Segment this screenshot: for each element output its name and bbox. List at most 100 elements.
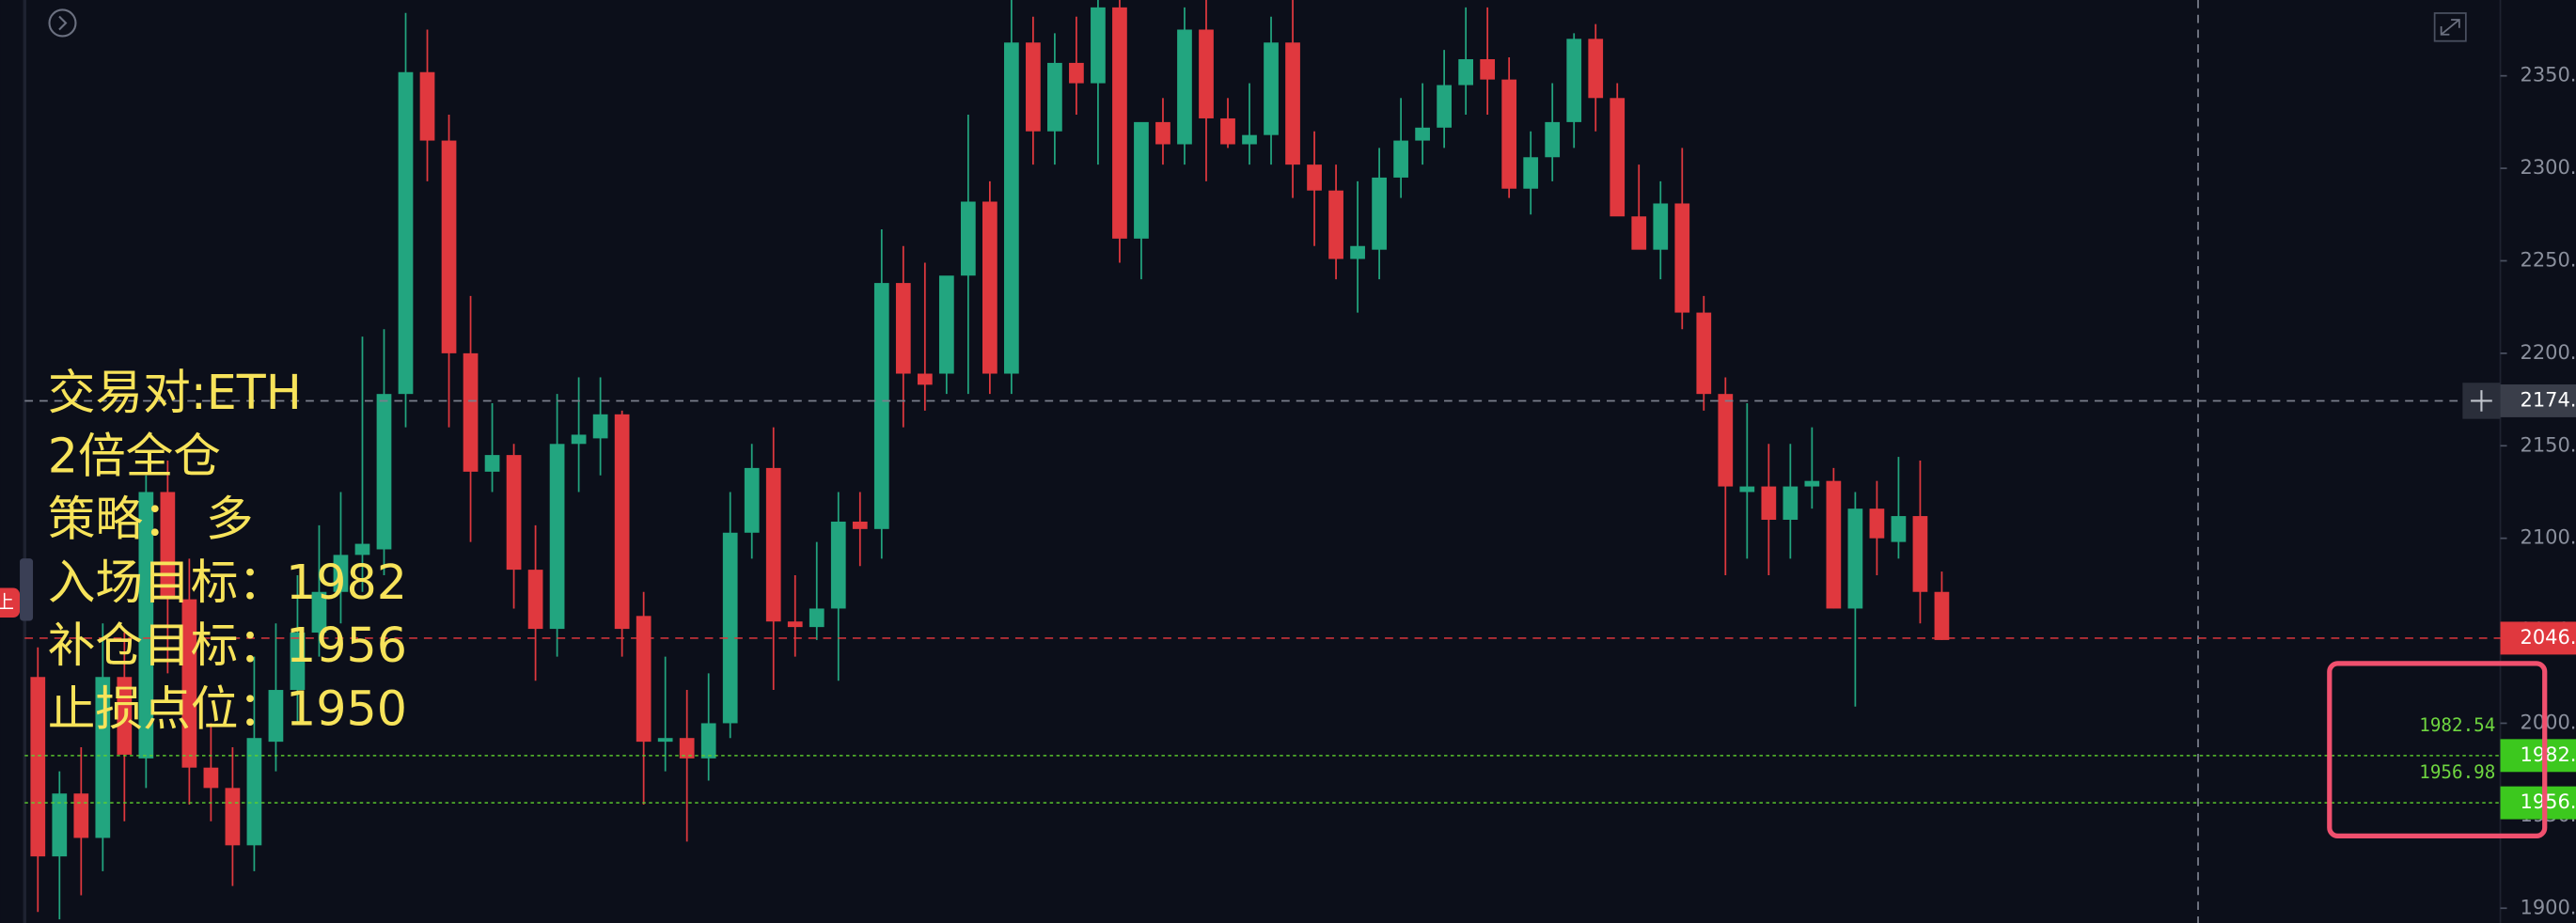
candle-body	[917, 373, 933, 385]
candle-body	[1350, 245, 1365, 259]
candle-body	[1328, 190, 1343, 259]
candle-body	[181, 599, 197, 768]
order-label: 1956.98	[2419, 761, 2495, 783]
candle-body	[138, 492, 154, 759]
candle-body	[1739, 486, 1755, 493]
candle-body	[1674, 203, 1690, 313]
candle-body	[73, 793, 89, 838]
candle-body	[592, 414, 608, 439]
icon-frame	[2433, 12, 2467, 42]
strategy-note: 补仓目标：1956	[48, 618, 407, 673]
y-tick-label: 1900.0	[2520, 896, 2576, 918]
candle-body	[1610, 98, 1626, 217]
candle-body	[852, 521, 868, 529]
candle-body	[873, 283, 889, 529]
candle-body	[1588, 39, 1604, 99]
y-tick-label: 2100.0	[2520, 526, 2576, 549]
strategy-note: 策略： 多	[48, 492, 254, 547]
candle-body	[938, 275, 954, 374]
price-tag	[2500, 739, 2576, 773]
candle-body	[419, 71, 435, 141]
candle-body	[1847, 508, 1863, 609]
candle-body	[1501, 79, 1517, 189]
candle-body	[52, 793, 68, 857]
expand-icon[interactable]	[2433, 12, 2467, 42]
candle-body	[895, 283, 911, 374]
candle-body	[809, 608, 825, 628]
y-tick-label: 2250.0	[2520, 248, 2576, 271]
side-tag-bg	[0, 587, 21, 618]
candle-body	[1285, 42, 1300, 165]
candle-body	[1912, 516, 1928, 592]
icon-arrow	[58, 15, 68, 31]
candle-body	[700, 723, 716, 759]
strategy-note: 止损点位：1950	[48, 681, 407, 736]
y-tick-label: 2000.0	[2520, 711, 2576, 733]
candle-body	[1264, 42, 1279, 135]
strategy-note: 入场目标：1982	[48, 555, 407, 610]
candle-body	[1047, 62, 1062, 132]
candle-body	[1199, 29, 1214, 118]
candle-body	[203, 767, 219, 789]
candle-body	[527, 570, 543, 630]
candle-body	[1826, 480, 1842, 609]
candle-body	[225, 788, 241, 846]
candle-body	[1523, 157, 1539, 189]
crosshair-tag	[2500, 383, 2576, 417]
order-label: 1982.54	[2419, 714, 2495, 736]
crosshair-tag-label: 2174.3	[2520, 388, 2576, 411]
candle-body	[1934, 591, 1950, 640]
candle-body	[1112, 7, 1127, 239]
price-tag	[2500, 621, 2576, 655]
candle-body	[679, 738, 695, 759]
candle-body	[636, 616, 652, 743]
candle-body	[95, 677, 111, 838]
strategy-note: 2倍全仓	[48, 428, 221, 483]
candle-body	[441, 140, 457, 353]
price-tag-label: 1956.98	[2520, 790, 2576, 813]
candle-body	[246, 738, 262, 846]
candle-body	[1026, 42, 1041, 132]
candle-body	[1091, 7, 1106, 84]
candle-body	[982, 201, 997, 374]
candle-body	[484, 455, 500, 472]
candle-body	[1891, 516, 1907, 542]
candle-body	[1869, 508, 1885, 539]
y-tick-label: 2350.0	[2520, 64, 2576, 86]
candle-body	[1307, 164, 1322, 191]
candle-body	[1155, 121, 1170, 145]
candle-body	[1437, 85, 1452, 128]
candle-body	[506, 455, 522, 571]
candle-body	[1718, 394, 1734, 487]
y-tick-label: 2200.0	[2520, 341, 2576, 364]
candle-body	[117, 677, 133, 755]
candle-body	[1242, 134, 1257, 145]
candle-body	[463, 352, 479, 472]
back-icon[interactable]	[48, 8, 77, 38]
candle-body	[1134, 121, 1149, 239]
candle-body	[614, 414, 630, 630]
candle-body	[1177, 29, 1192, 145]
candle-body	[1696, 312, 1712, 395]
candle-body	[376, 394, 392, 550]
candle-body	[1220, 117, 1235, 145]
candle-body	[1653, 203, 1669, 250]
candle-body	[787, 621, 803, 628]
candle-body	[960, 201, 976, 276]
candle-body	[290, 633, 306, 691]
candle-body	[268, 690, 284, 743]
candle-body	[1480, 58, 1496, 80]
candle-body	[333, 555, 349, 592]
candle-body	[571, 434, 587, 445]
price-tag-label: 2046.0	[2520, 626, 2576, 649]
candle-body	[1004, 42, 1019, 374]
candle-body	[1372, 177, 1387, 250]
candle-body	[1631, 216, 1647, 250]
candle-body	[398, 71, 414, 395]
candle-body	[1783, 486, 1798, 520]
strategy-note: 交易对:ETH	[48, 365, 302, 420]
candle-body	[1069, 62, 1084, 84]
crosshair-plus	[2471, 390, 2492, 412]
